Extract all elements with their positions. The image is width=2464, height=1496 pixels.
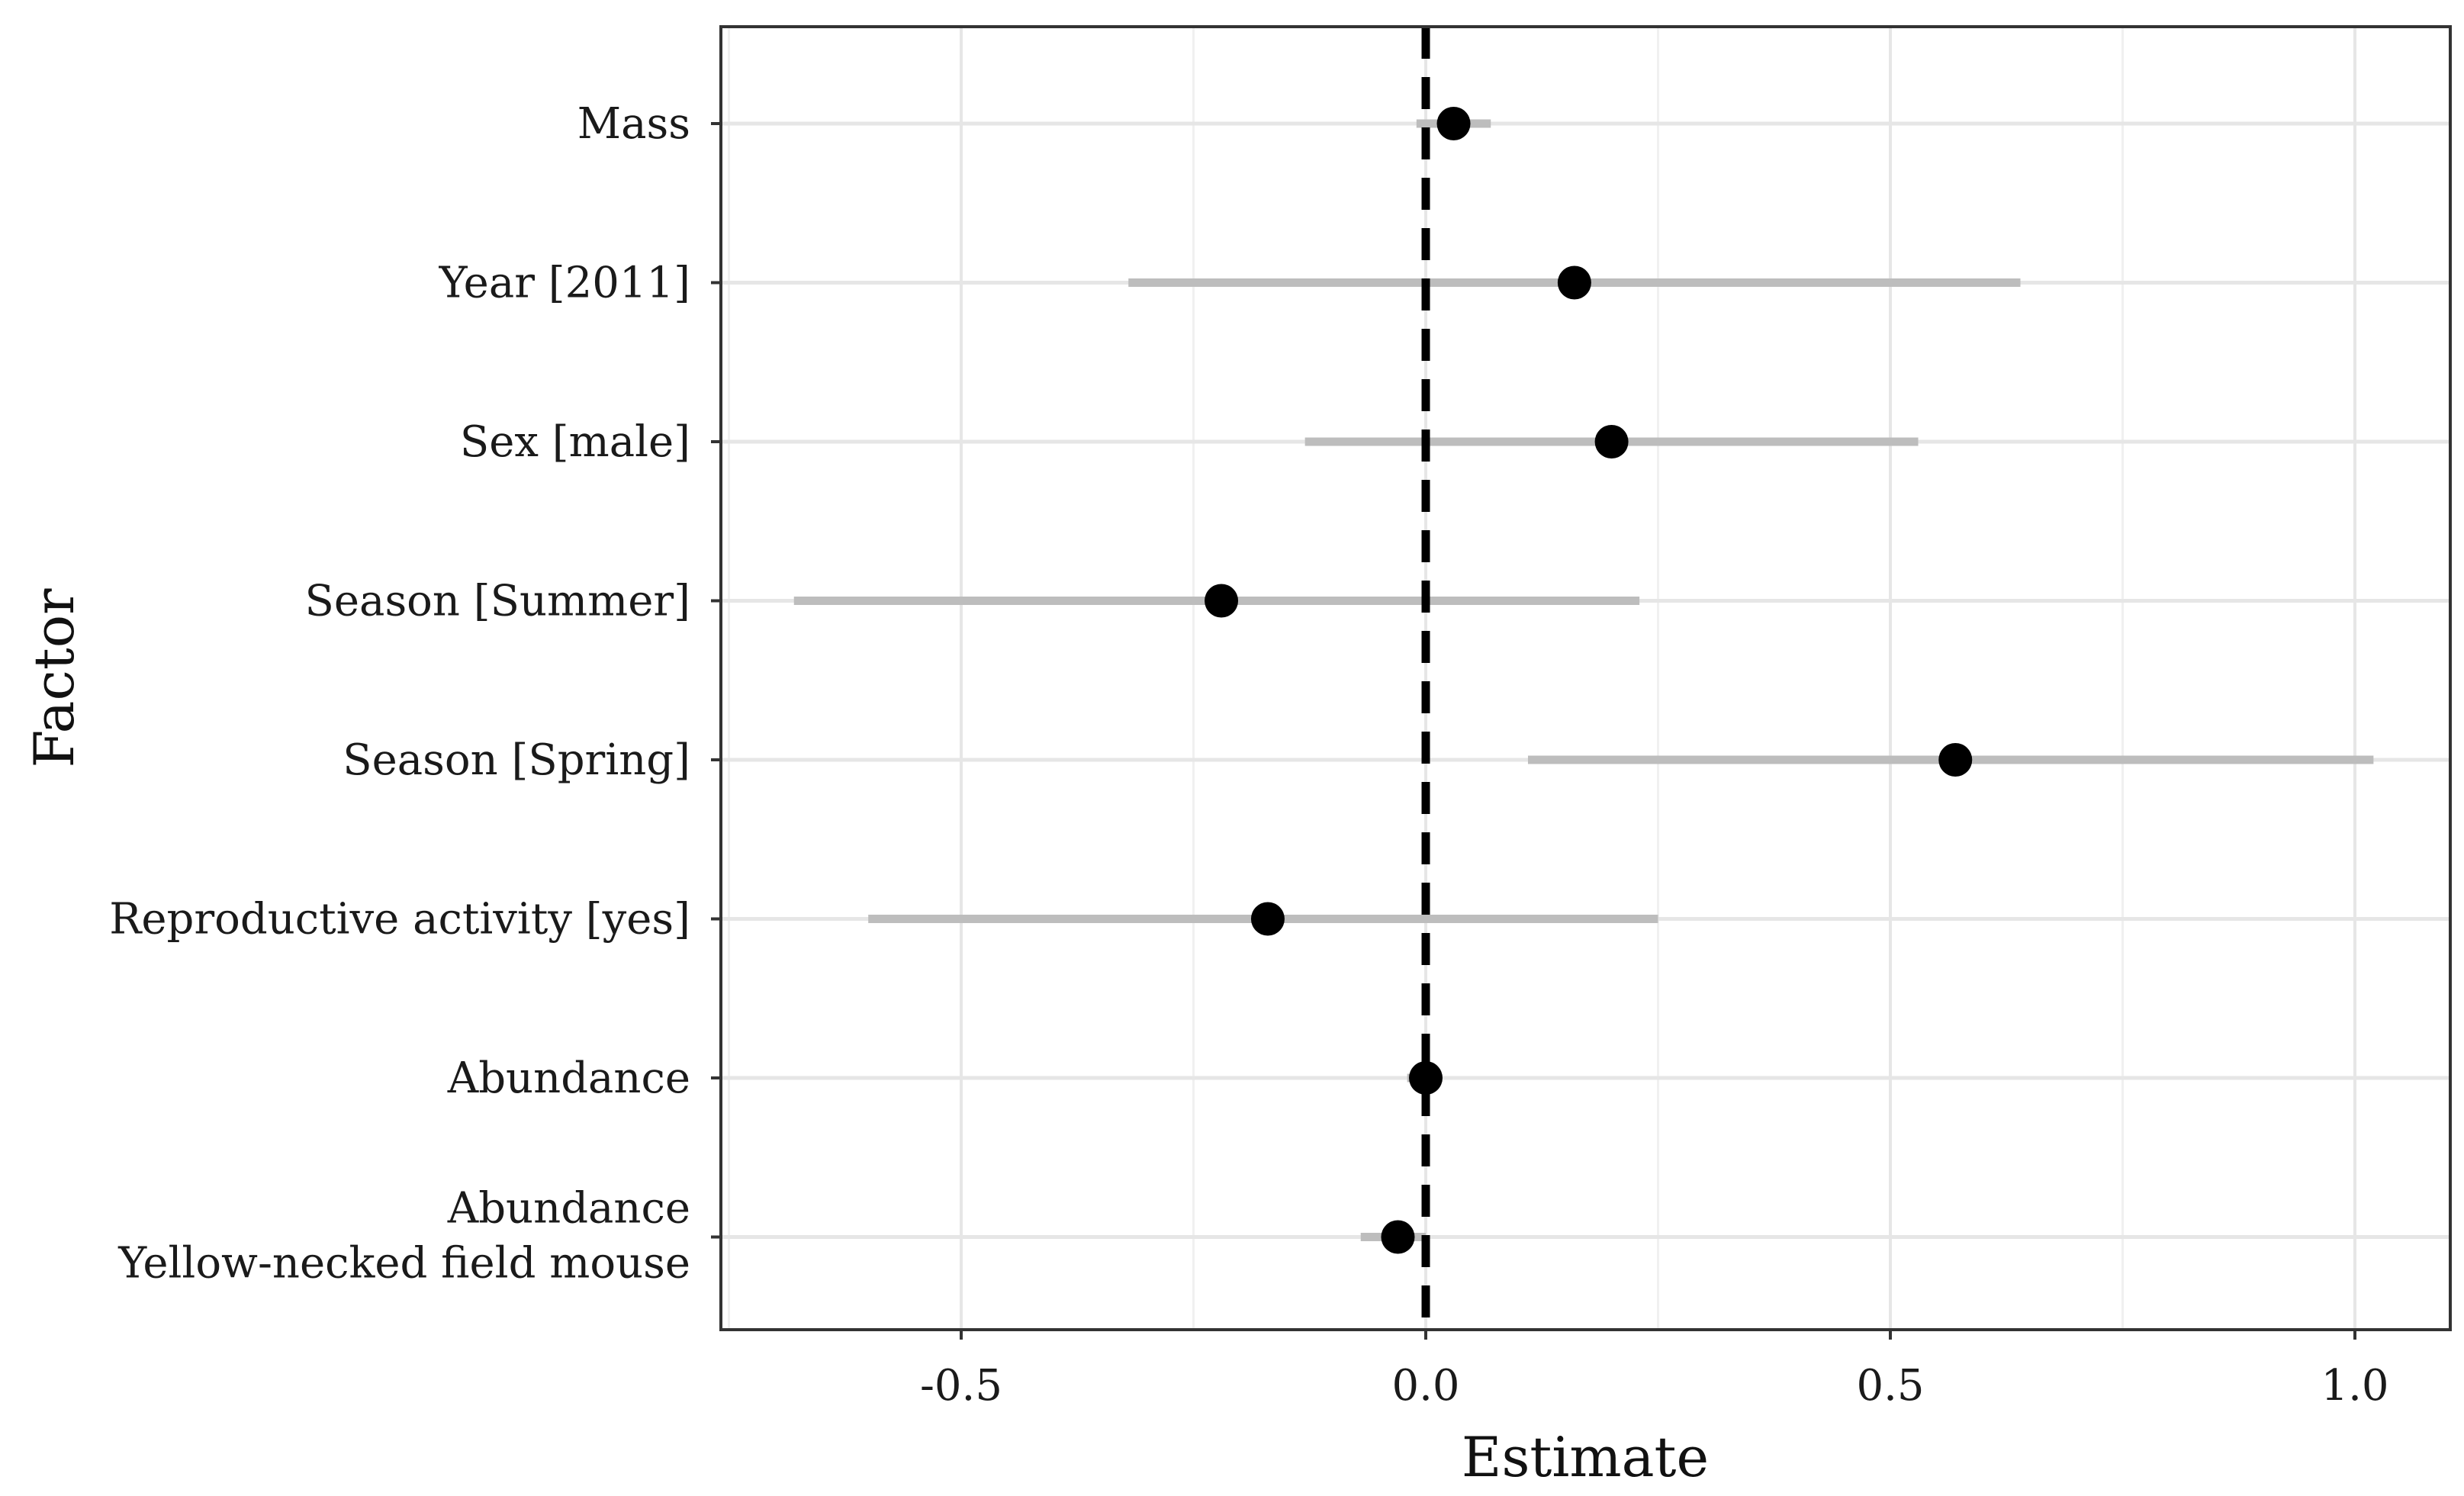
y-tick-label: Season [Spring] bbox=[343, 735, 690, 785]
y-tick-label: Reproductive activity [yes] bbox=[109, 895, 690, 944]
x-tick-label: 0.5 bbox=[1856, 1361, 1924, 1411]
x-tick-label: 1.0 bbox=[2321, 1361, 2388, 1411]
estimate-point bbox=[1205, 584, 1239, 618]
estimate-point bbox=[1938, 743, 1973, 777]
x-tick-label: 0.0 bbox=[1391, 1361, 1459, 1411]
panel-border bbox=[719, 25, 2452, 1331]
y-axis-title: Factor bbox=[22, 588, 86, 768]
estimate-point bbox=[1436, 107, 1471, 140]
y-tick-label: Season [Summer] bbox=[305, 577, 690, 626]
grid-lines bbox=[721, 27, 2450, 1330]
y-tick-label: Year [2011] bbox=[439, 259, 690, 308]
estimate-point bbox=[1250, 902, 1285, 936]
x-tick-label: -0.5 bbox=[920, 1361, 1002, 1411]
x-axis-ticks: -0.5 0.0 0.5 1.0 bbox=[920, 1330, 2389, 1411]
y-axis-ticks: Mass Year [2011] Sex [male] Season [Summer]… bbox=[109, 99, 721, 1288]
estimate-point bbox=[1381, 1220, 1415, 1254]
y-tick-label: Sex [male] bbox=[460, 417, 690, 467]
estimate-point bbox=[1594, 425, 1629, 458]
y-tick-label: Abundance bbox=[447, 1054, 690, 1103]
estimate-point bbox=[1557, 265, 1591, 300]
y-tick-label: Abundance Yellow-necked field mouse bbox=[117, 1184, 690, 1288]
y-tick-label: Mass bbox=[577, 99, 690, 149]
estimate-points bbox=[1205, 107, 1973, 1254]
estimate-point bbox=[1409, 1061, 1443, 1095]
x-axis-title: Estimate bbox=[1462, 1425, 1709, 1489]
